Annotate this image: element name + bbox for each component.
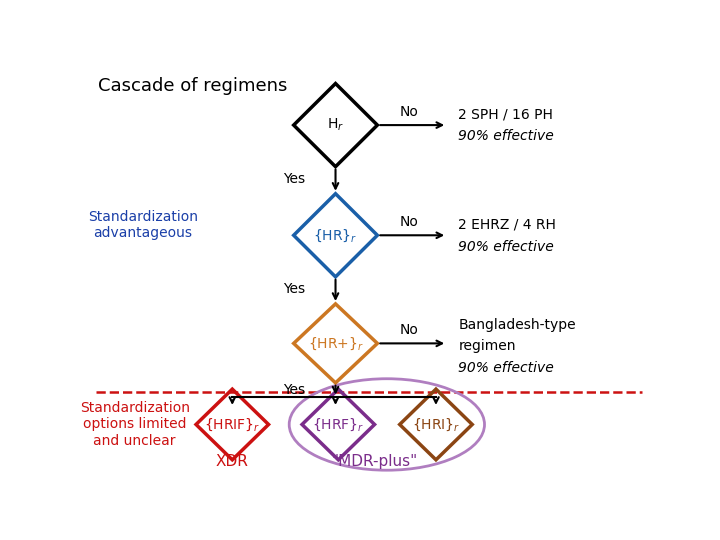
Text: {HR+}$_r$: {HR+}$_r$ [307, 335, 364, 352]
Text: regimen: regimen [459, 339, 516, 353]
Text: "MDR-plus": "MDR-plus" [331, 454, 418, 469]
Text: {HRI}$_r$: {HRI}$_r$ [412, 416, 460, 433]
Text: H$_r$: H$_r$ [327, 117, 344, 133]
Text: Standardization
advantageous: Standardization advantageous [88, 210, 198, 240]
Text: {HRIF}$_r$: {HRIF}$_r$ [204, 416, 261, 433]
Text: Yes: Yes [283, 172, 305, 186]
Text: Yes: Yes [283, 383, 305, 397]
Text: 90% effective: 90% effective [459, 361, 554, 375]
Text: 90% effective: 90% effective [459, 129, 554, 143]
Text: 90% effective: 90% effective [459, 240, 554, 253]
Text: No: No [400, 105, 418, 119]
Text: Yes: Yes [283, 282, 305, 296]
Text: {HR}$_r$: {HR}$_r$ [313, 227, 358, 244]
Text: Bangladesh-type: Bangladesh-type [459, 318, 576, 332]
Text: 2 EHRZ / 4 RH: 2 EHRZ / 4 RH [459, 218, 556, 232]
Text: Standardization
options limited
and unclear: Standardization options limited and uncl… [80, 401, 189, 448]
Text: No: No [400, 215, 418, 229]
Text: Cascade of regimens: Cascade of regimens [99, 77, 288, 95]
Text: No: No [400, 323, 418, 337]
Text: XDR: XDR [216, 454, 248, 469]
Text: {HRF}$_r$: {HRF}$_r$ [312, 416, 364, 433]
Text: 2 SPH / 16 PH: 2 SPH / 16 PH [459, 107, 553, 122]
